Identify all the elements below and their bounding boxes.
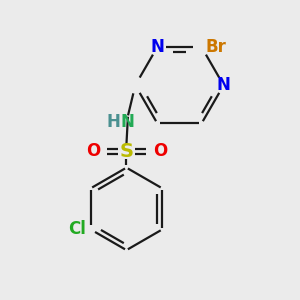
Text: Cl: Cl: [68, 220, 86, 238]
Text: O: O: [153, 142, 167, 160]
Text: Br: Br: [206, 38, 227, 56]
Text: N: N: [121, 113, 135, 131]
Text: S: S: [119, 142, 134, 161]
Text: N: N: [150, 38, 164, 56]
Text: O: O: [86, 142, 100, 160]
Text: H: H: [106, 113, 120, 131]
Text: N: N: [217, 76, 230, 94]
